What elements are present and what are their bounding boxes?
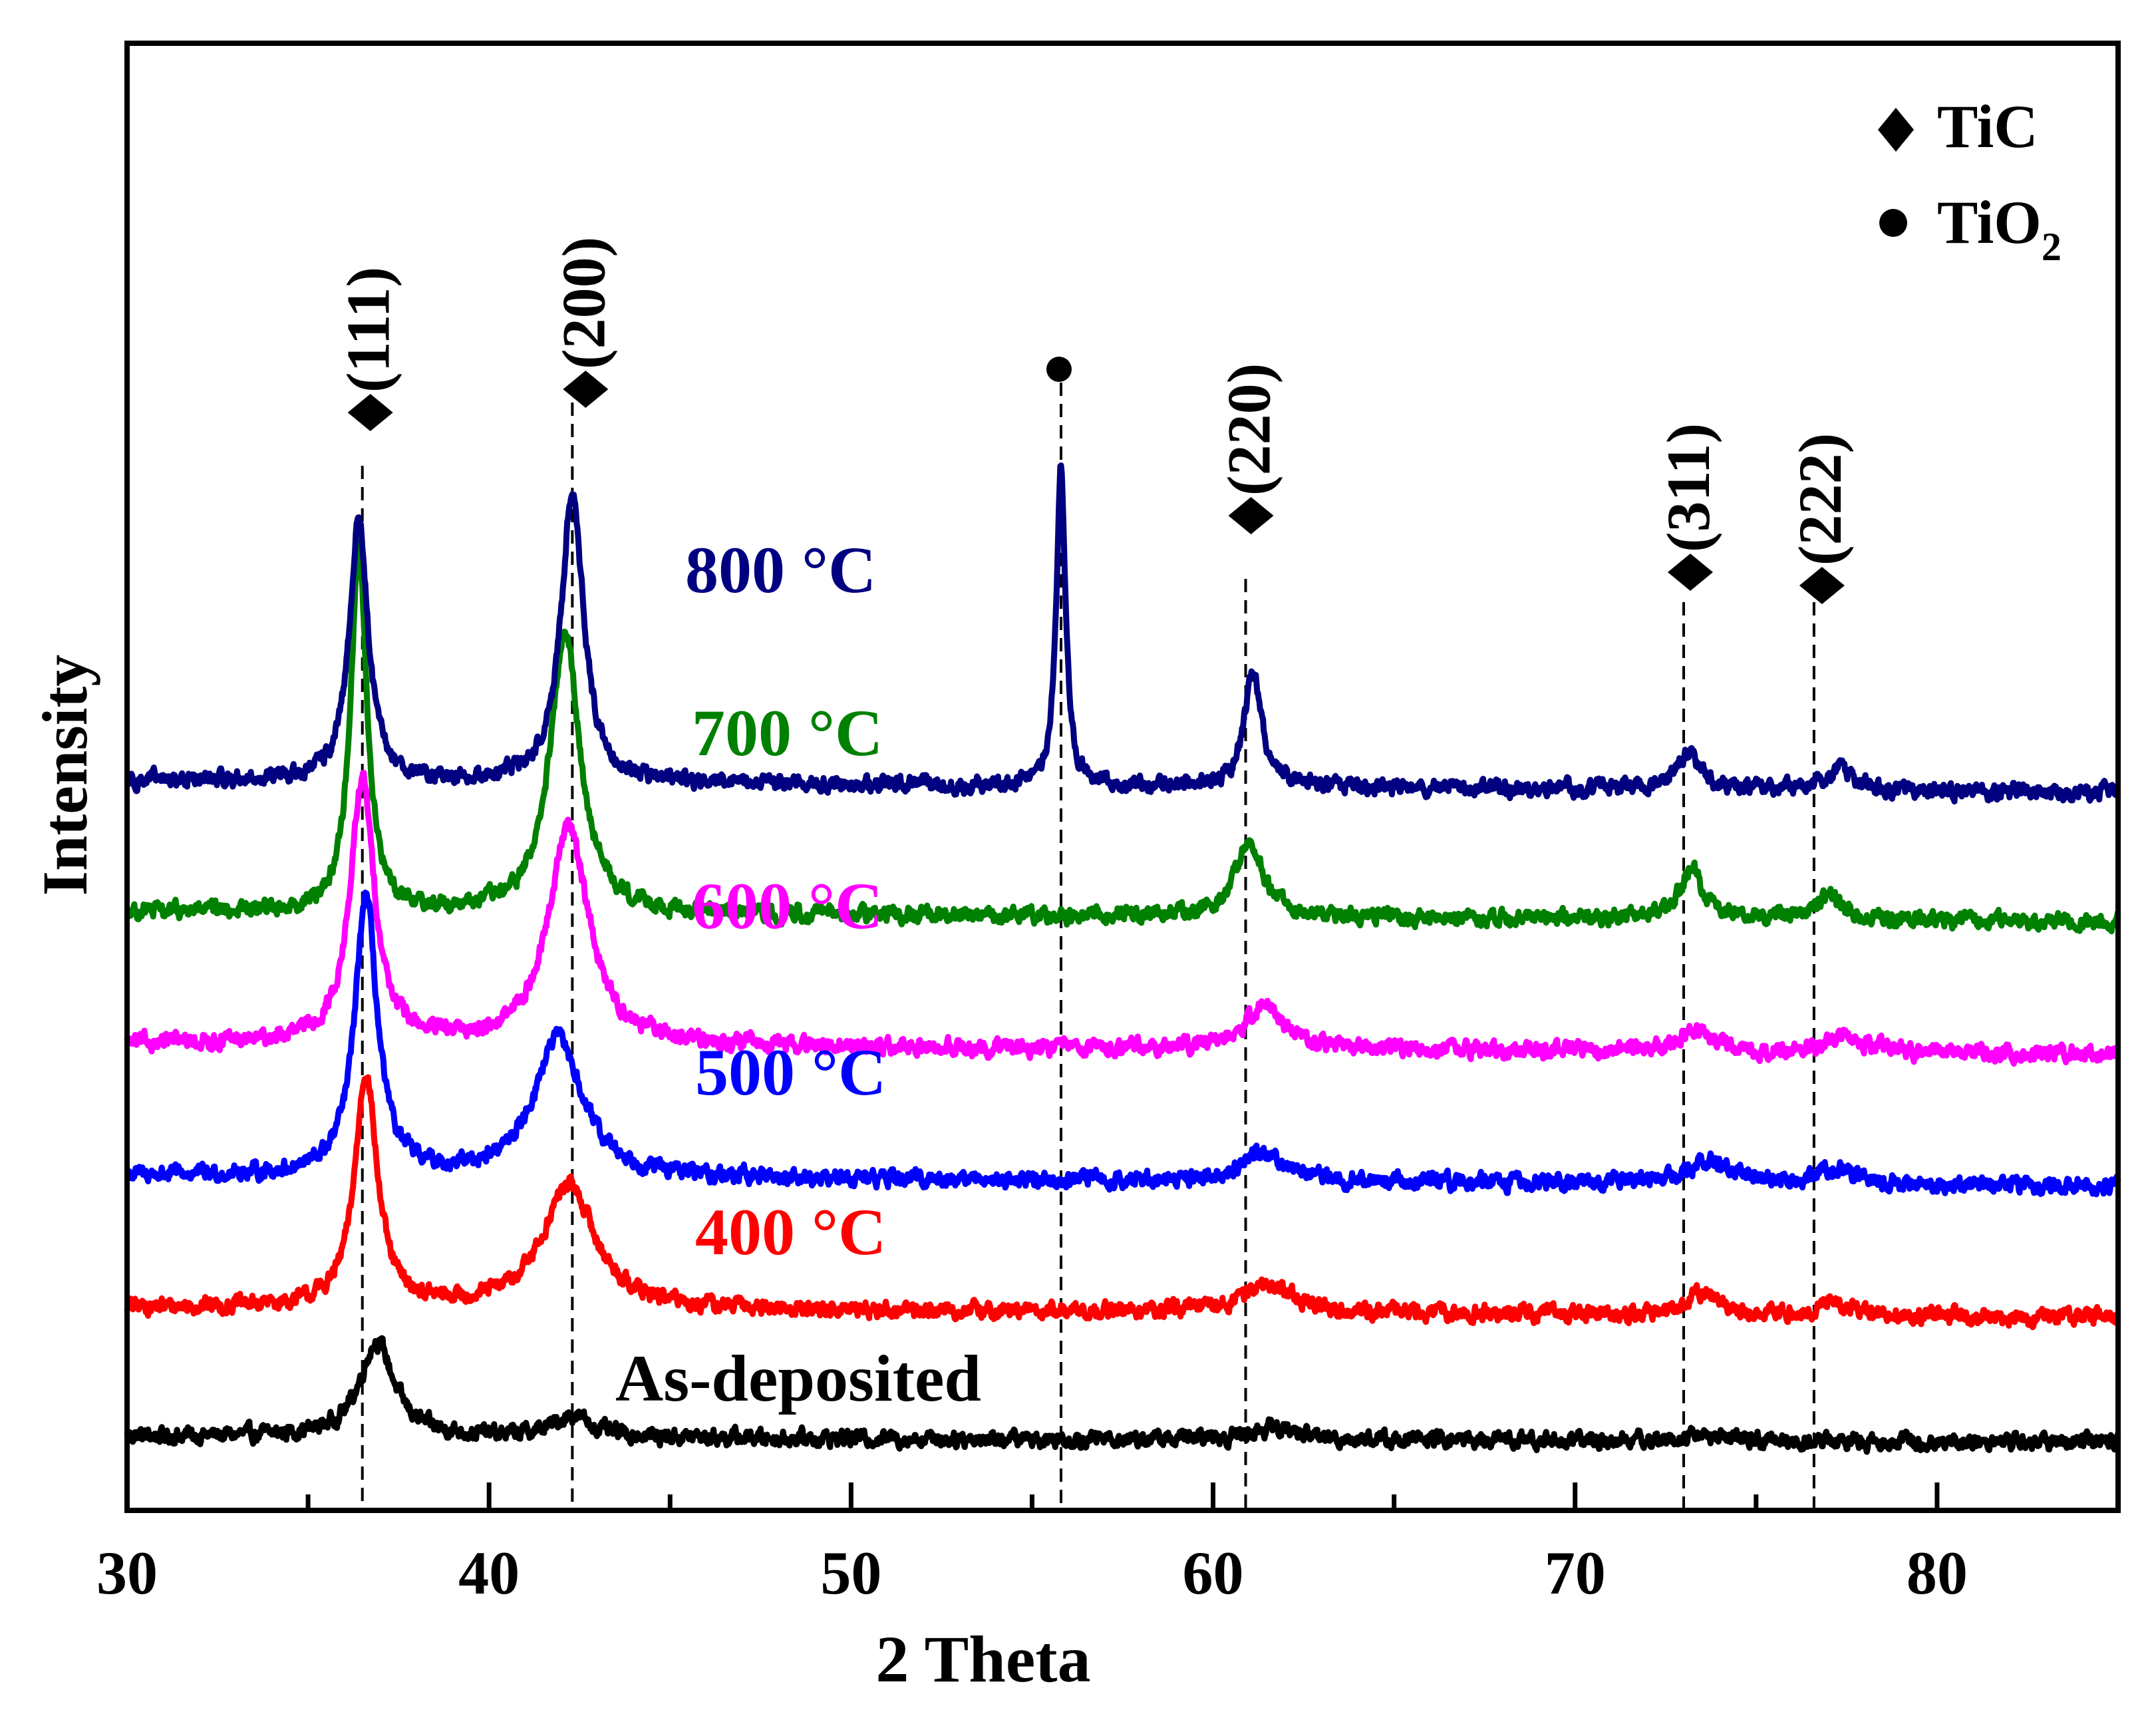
plot-frame — [124, 41, 2121, 1513]
x-tick-label: 50 — [820, 1539, 881, 1607]
peak-label: (222) — [1786, 433, 1854, 566]
peak-diamond-marker — [1228, 497, 1274, 534]
peak-label: (220) — [1215, 363, 1283, 496]
peak-diamond-marker — [347, 394, 393, 431]
series-label: 500 °C — [695, 1035, 886, 1109]
legend-diamond-marker — [1878, 108, 1914, 152]
legend-text-main: TiO — [1937, 188, 2042, 256]
series-lines — [124, 462, 2121, 1455]
x-tick-label: 80 — [1907, 1539, 1968, 1607]
x-axis-title: 2 Theta — [875, 1622, 1090, 1696]
series-label: 800 °C — [685, 533, 876, 607]
series-labels: As-deposited 400 °C 500 °C 600 °C 700 °C 800 … — [615, 533, 981, 1415]
series-line-1 — [124, 1074, 2121, 1331]
series-line-2 — [124, 890, 2121, 1198]
legend-text: TiC — [1937, 92, 2038, 160]
x-tick-label: 70 — [1545, 1539, 1606, 1607]
x-axis-ticks — [305, 1482, 1940, 1510]
peak-diamond-marker — [1799, 567, 1845, 604]
series-label: 400 °C — [695, 1195, 886, 1269]
series-line-4 — [124, 538, 2121, 935]
series-label: As-deposited — [615, 1341, 981, 1415]
series-line-0 — [124, 1335, 2121, 1455]
peak-markers: (111) (200) (220) (311) (222) — [335, 237, 1854, 604]
legend-circle-marker — [1879, 209, 1907, 237]
legend-text-subscript: 2 — [2042, 225, 2062, 269]
series-label: 700 °C — [692, 696, 883, 770]
series-label: 600 °C — [692, 869, 883, 943]
x-tick-label: 60 — [1183, 1539, 1244, 1607]
peak-diamond-marker — [563, 371, 609, 408]
legend-text: TiO2 — [1937, 188, 2062, 269]
legend: TiC TiO2 — [1878, 92, 2062, 269]
peak-label: (311) — [1654, 423, 1722, 552]
x-tick-label: 40 — [458, 1539, 520, 1607]
peak-label: (200) — [549, 237, 617, 369]
peak-label: (111) — [335, 267, 402, 393]
y-axis-title: Intensity — [29, 655, 100, 896]
peak-diamond-marker — [1667, 554, 1713, 591]
series-line-3 — [124, 769, 2121, 1067]
series-line-5 — [124, 462, 2121, 804]
x-axis-tick-labels: 30 40 50 60 70 80 — [96, 1539, 1968, 1607]
x-tick-label: 30 — [96, 1539, 158, 1607]
peak-circle-marker — [1046, 357, 1072, 382]
